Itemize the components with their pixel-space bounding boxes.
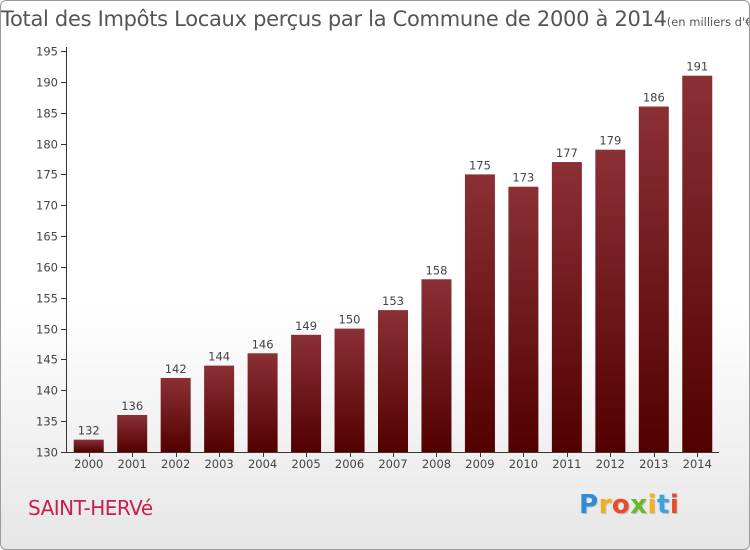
- commune-name: SAINT-HERVé: [28, 496, 153, 520]
- bar-2005: [291, 334, 322, 452]
- y-tick-label: 165: [36, 230, 58, 244]
- logo-letter: P: [579, 490, 599, 520]
- logo-letter: i: [669, 490, 680, 520]
- value-label-2012: 179: [599, 134, 621, 148]
- bar-2003: [204, 365, 235, 452]
- x-tick-label-2007: 2007: [378, 457, 407, 471]
- proxiti-logo: Proxiti: [579, 490, 679, 520]
- bar-2014: [682, 75, 713, 452]
- logo-letter: i: [647, 490, 657, 520]
- value-label-2011: 177: [556, 146, 578, 160]
- x-tick-label-2010: 2010: [509, 457, 538, 471]
- bar-2012: [595, 149, 626, 452]
- bar-2009: [464, 174, 495, 452]
- value-label-2000: 132: [78, 424, 100, 438]
- value-label-2006: 150: [339, 313, 361, 327]
- y-tick-label: 185: [36, 107, 58, 121]
- y-tick-label: 170: [36, 199, 58, 213]
- value-label-2013: 186: [643, 91, 665, 105]
- y-tick-label: 195: [36, 45, 58, 59]
- x-tick-label-2012: 2012: [596, 457, 625, 471]
- x-tick-label-2008: 2008: [422, 457, 451, 471]
- value-label-2007: 153: [382, 294, 404, 308]
- value-label-2001: 136: [121, 399, 143, 413]
- x-tick-label-2011: 2011: [552, 457, 581, 471]
- value-label-2008: 158: [425, 263, 447, 277]
- bar-2008: [421, 279, 452, 452]
- x-tick-label-2004: 2004: [248, 457, 277, 471]
- bar-2002: [160, 377, 191, 452]
- logo-letter: r: [598, 490, 612, 520]
- chart-unit: (en milliers d'€): [666, 15, 750, 29]
- value-label-2009: 175: [469, 158, 491, 172]
- x-tick-label-2009: 2009: [465, 457, 494, 471]
- value-label-2005: 149: [295, 319, 317, 333]
- x-tick-label-2003: 2003: [204, 457, 233, 471]
- bar-2011: [551, 162, 582, 453]
- y-tick-label: 135: [36, 415, 58, 429]
- x-tick-label-2014: 2014: [683, 457, 712, 471]
- y-tick-label: 175: [36, 168, 58, 182]
- value-label-2002: 142: [165, 362, 187, 376]
- bar-2001: [117, 414, 148, 452]
- y-tick-label: 180: [36, 138, 58, 152]
- bar-2013: [638, 106, 669, 453]
- x-tick-label-2000: 2000: [74, 457, 103, 471]
- y-tick-label: 150: [36, 323, 58, 337]
- logo-letter: o: [611, 490, 631, 520]
- y-tick-label: 130: [36, 446, 58, 460]
- y-tick-label: 155: [36, 292, 58, 306]
- bar-2007: [378, 310, 408, 452]
- y-tick-label: 190: [36, 76, 58, 90]
- value-label-2010: 173: [512, 171, 534, 185]
- value-label-2004: 146: [252, 337, 274, 351]
- bar-2006: [334, 328, 365, 452]
- logo-letter: t: [656, 490, 670, 520]
- bar-2010: [508, 186, 539, 452]
- x-tick-label-2005: 2005: [291, 457, 320, 471]
- x-tick-label-2002: 2002: [161, 457, 190, 471]
- bar-2000: [73, 439, 104, 452]
- y-tick-label: 145: [36, 353, 58, 367]
- value-label-2014: 191: [686, 60, 708, 74]
- bar-2004: [247, 353, 278, 452]
- chart-title-text: Total des Impôts Locaux perçus par la Co…: [1, 7, 667, 31]
- y-tick-label: 140: [36, 384, 58, 398]
- chart-title: Total des Impôts Locaux perçus par la Co…: [1, 7, 750, 31]
- x-tick-label-2013: 2013: [639, 457, 668, 471]
- value-label-2003: 144: [208, 350, 230, 364]
- x-tick-label-2006: 2006: [335, 457, 364, 471]
- x-tick-label-2001: 2001: [118, 457, 147, 471]
- logo-letter: x: [630, 490, 648, 520]
- y-tick-label: 160: [36, 261, 58, 275]
